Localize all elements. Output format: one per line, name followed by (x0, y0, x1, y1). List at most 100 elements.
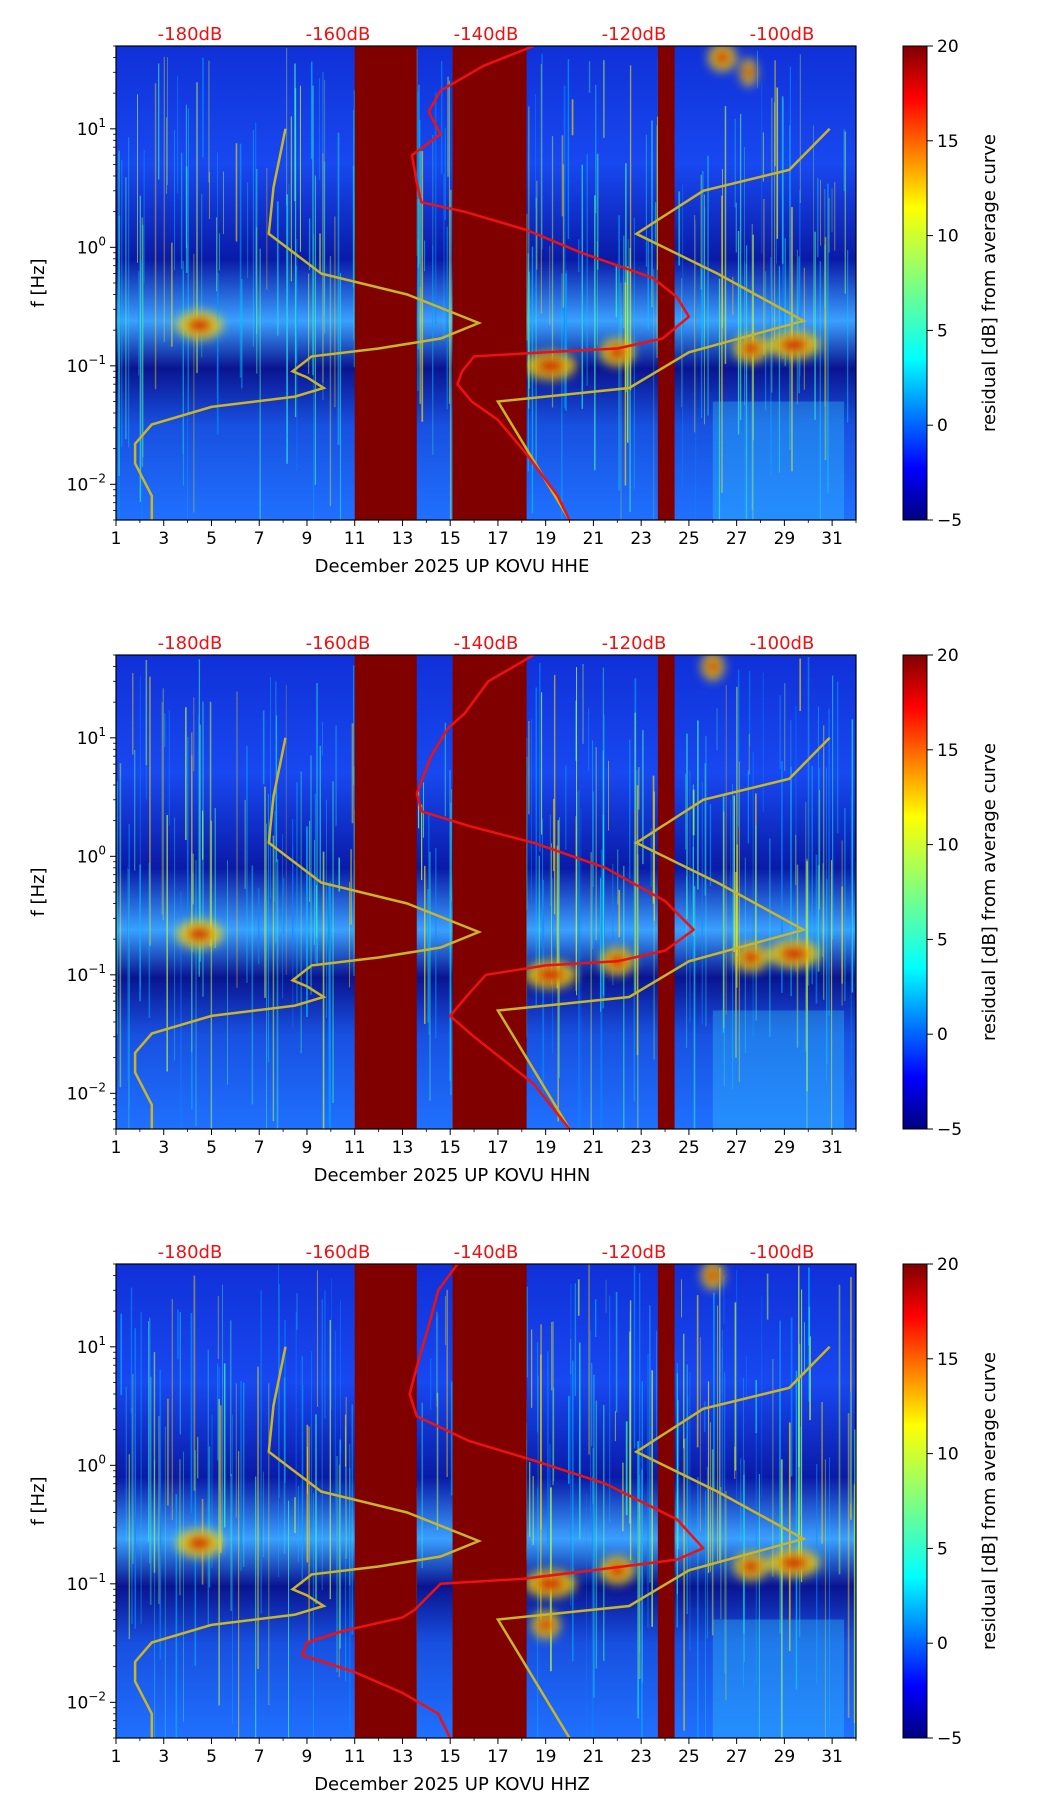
x-tick-label: 7 (254, 1747, 265, 1767)
spectrogram-lowfreq-band (712, 1619, 845, 1738)
x-tick-label: 21 (583, 1138, 605, 1158)
spectrogram-lowfreq-band (712, 1010, 845, 1129)
x-tick-label: 23 (630, 1138, 652, 1158)
y-tick-label: 101 (77, 116, 106, 140)
colorbar-tick-label: 10 (937, 1445, 959, 1465)
db-tick-label: -120dB (602, 24, 667, 45)
db-tick-label: -160dB (306, 633, 371, 654)
noise-model-high-curve (495, 1345, 831, 1738)
colorbar-tick-label: 0 (937, 1634, 948, 1654)
colorbar: 20 15 10 5 0 −5 residual [dB] from average cur… (902, 646, 1000, 1140)
y-tick-label: 10−1 (67, 1571, 106, 1595)
x-tick-label: 7 (254, 1138, 265, 1158)
x-tick-label: 29 (774, 1138, 796, 1158)
y-tick-label: 101 (77, 1334, 106, 1358)
y-tick-label: 10−1 (67, 353, 106, 377)
colorbar-tick-label: 15 (937, 1350, 959, 1370)
noise-model-low-curve (133, 128, 483, 520)
colorbar-tick-label: 0 (937, 416, 948, 436)
colorbar-tick-label: 10 (937, 836, 959, 856)
x-axis-label: December 2025 UP KOVU HHN (314, 1165, 591, 1186)
db-tick-label: -120dB (602, 633, 667, 654)
hotspot-core (537, 1616, 555, 1633)
x-tick-label: 31 (821, 529, 843, 549)
x-tick-label: 25 (678, 1747, 700, 1767)
noise-model-low-curve (133, 1346, 483, 1738)
x-tick-label: 9 (302, 1747, 313, 1767)
x-tick-label: 15 (439, 1138, 461, 1158)
db-tick-label: -100dB (750, 24, 815, 45)
hotspot-core (186, 926, 213, 943)
x-tick-label: 25 (678, 529, 700, 549)
colorbar-gradient (902, 45, 928, 521)
x-tick-label: 1 (111, 529, 122, 549)
hotspot-core (535, 966, 566, 983)
db-tick-label: -140dB (454, 24, 519, 45)
average-psd-curve (415, 655, 695, 1129)
x-tick-label: 11 (344, 529, 366, 549)
colorbar-gradient (902, 654, 928, 1130)
hotspot-core (778, 336, 809, 353)
data-gap-3 (657, 1264, 675, 1738)
colorbar-tick-label: 5 (937, 930, 948, 950)
y-tick-label: 100 (77, 1452, 106, 1476)
x-tick-label: 1 (111, 1747, 122, 1767)
x-tick-label: 1 (111, 1138, 122, 1158)
db-tick-label: -140dB (454, 1242, 519, 1263)
y-tick-label: 10−2 (67, 1689, 106, 1713)
x-tick-label: 9 (302, 529, 313, 549)
hotspot-core (740, 949, 761, 966)
y-tick-label: 100 (77, 234, 106, 258)
y-tick-label: 10−2 (67, 1080, 106, 1104)
x-tick-label: 15 (439, 1747, 461, 1767)
average-psd-curve (300, 1264, 705, 1738)
x-tick-label: 23 (630, 529, 652, 549)
db-tick-label: -160dB (306, 24, 371, 45)
y-tick-label: 10−1 (67, 962, 106, 986)
x-tick-label: 29 (774, 1747, 796, 1767)
colorbar-tick-label: 5 (937, 1539, 948, 1559)
spectrogram-hotspots (176, 655, 820, 989)
y-tick-label: 10−2 (67, 471, 106, 495)
colorbar-gradient (902, 1263, 928, 1739)
spectrogram-lowfreq-band (712, 401, 845, 520)
hotspot-core (186, 317, 213, 334)
colorbar-tick-label: −5 (937, 1729, 962, 1749)
x-tick-label: 11 (344, 1747, 366, 1767)
x-tick-label: 29 (774, 529, 796, 549)
hotspot-core (713, 49, 731, 66)
colorbar-tick-label: 15 (937, 132, 959, 152)
db-tick-label: -120dB (602, 1242, 667, 1263)
colorbar-tick-label: −5 (937, 511, 962, 531)
colorbar-tick-label: 5 (937, 321, 948, 341)
x-tick-label: 3 (158, 529, 169, 549)
x-tick-label: 9 (302, 1138, 313, 1158)
x-axis-label: December 2025 UP KOVU HHZ (314, 1774, 590, 1795)
colorbar-tick-label: 0 (937, 1025, 948, 1045)
db-tick-label: -160dB (306, 1242, 371, 1263)
hotspot-core (607, 1562, 628, 1579)
data-gap-2 (452, 655, 527, 1129)
x-tick-label: 21 (583, 529, 605, 549)
colorbar-label: residual [dB] from average curve (979, 1352, 1000, 1650)
db-tick-label: -100dB (750, 633, 815, 654)
y-axis-label: f [Hz] (28, 867, 49, 916)
spectrogram-area (116, 655, 856, 1129)
db-tick-label: -100dB (750, 1242, 815, 1263)
colorbar-label: residual [dB] from average curve (979, 743, 1000, 1041)
x-tick-label: 13 (392, 1138, 414, 1158)
hotspot-core (740, 340, 761, 357)
x-tick-label: 5 (206, 1138, 217, 1158)
x-tick-label: 19 (535, 529, 557, 549)
x-tick-label: 11 (344, 1138, 366, 1158)
data-gap-3 (657, 655, 675, 1129)
x-tick-label: 3 (158, 1138, 169, 1158)
x-tick-label: 7 (254, 529, 265, 549)
x-tick-label: 5 (206, 1747, 217, 1767)
x-tick-label: 19 (535, 1138, 557, 1158)
x-tick-label: 17 (487, 529, 509, 549)
data-gap-2 (452, 46, 527, 520)
x-tick-label: 15 (439, 529, 461, 549)
spectrogram-area (116, 46, 856, 520)
